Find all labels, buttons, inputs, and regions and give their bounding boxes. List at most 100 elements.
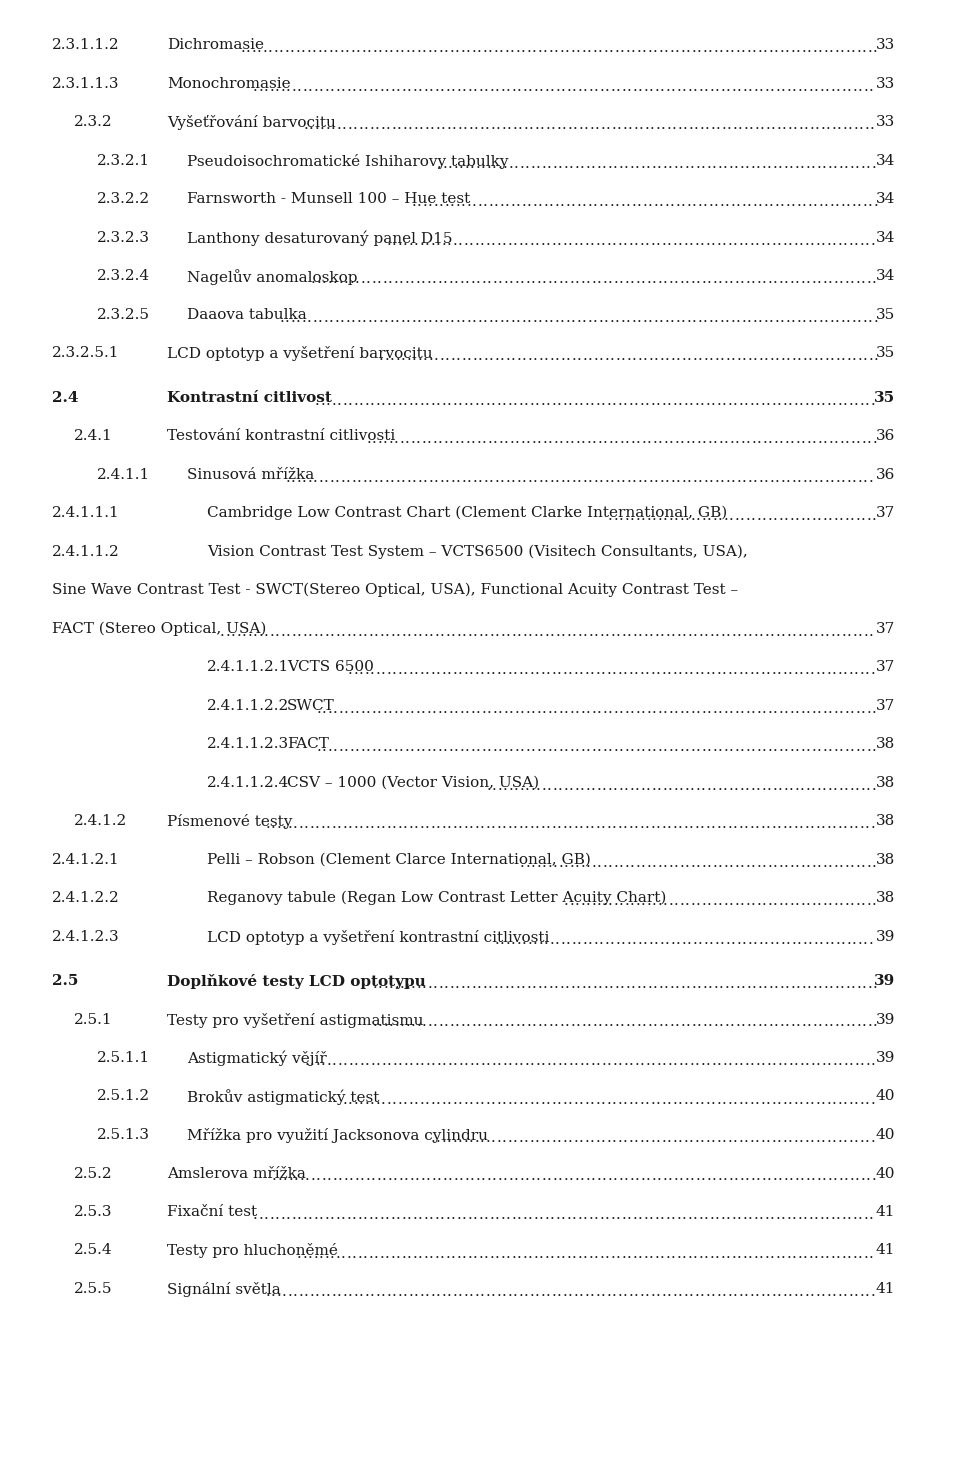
Text: .: . (708, 432, 712, 447)
Text: .: . (480, 1131, 485, 1145)
Text: .: . (800, 1054, 804, 1069)
Text: 36: 36 (876, 429, 895, 444)
Text: .: . (521, 195, 526, 209)
Text: .: . (686, 1016, 691, 1029)
Text: .: . (662, 1169, 667, 1184)
Text: .: . (688, 233, 693, 248)
Text: .: . (352, 1209, 357, 1222)
Text: .: . (459, 1054, 463, 1069)
Text: .: . (720, 933, 725, 946)
Text: .: . (871, 1054, 876, 1069)
Text: .: . (595, 1285, 600, 1299)
Text: .: . (348, 1054, 353, 1069)
Text: .: . (444, 432, 448, 447)
Text: .: . (818, 977, 823, 991)
Text: .: . (618, 702, 623, 715)
Text: .: . (521, 1016, 526, 1029)
Text: .: . (823, 509, 828, 523)
Text: .: . (632, 195, 636, 209)
Text: .: . (615, 195, 620, 209)
Text: .: . (691, 432, 696, 447)
Text: .: . (650, 1092, 655, 1107)
Text: .: . (789, 895, 794, 908)
Text: .: . (657, 1169, 661, 1184)
Text: .: . (452, 1285, 457, 1299)
Text: 40: 40 (876, 1089, 895, 1104)
Text: .: . (734, 273, 739, 286)
Text: .: . (694, 1131, 699, 1145)
Text: .: . (582, 195, 587, 209)
Text: .: . (468, 663, 473, 677)
Text: 2.4.1.2: 2.4.1.2 (74, 814, 128, 828)
Text: .: . (570, 977, 575, 991)
Text: .: . (366, 273, 371, 286)
Text: .: . (406, 1016, 410, 1029)
Text: .: . (378, 311, 383, 324)
Text: .: . (855, 432, 860, 447)
Text: .: . (430, 1092, 435, 1107)
Text: .: . (344, 702, 348, 715)
Text: .: . (849, 1054, 853, 1069)
Text: .: . (408, 1092, 413, 1107)
Text: .: . (778, 1169, 782, 1184)
Text: .: . (684, 895, 689, 908)
Text: .: . (515, 273, 519, 286)
Text: .: . (665, 80, 670, 93)
Text: .: . (258, 625, 263, 638)
Text: .: . (602, 156, 607, 171)
Text: .: . (679, 156, 684, 171)
Text: .: . (588, 625, 593, 638)
Text: .: . (601, 233, 606, 248)
Text: .: . (440, 625, 444, 638)
Text: .: . (493, 1016, 498, 1029)
Text: .: . (395, 977, 399, 991)
Text: .: . (531, 432, 536, 447)
Text: .: . (574, 1169, 579, 1184)
Text: .: . (415, 273, 420, 286)
Text: .: . (540, 1092, 545, 1107)
Text: .: . (467, 349, 471, 363)
Text: .: . (758, 470, 763, 485)
Text: .: . (640, 855, 645, 870)
Text: .: . (690, 702, 695, 715)
Text: .: . (376, 1169, 381, 1184)
Text: .: . (742, 80, 747, 93)
Text: .: . (636, 855, 640, 870)
Text: .: . (608, 156, 612, 171)
Text: .: . (330, 1247, 335, 1260)
Text: .: . (764, 1209, 769, 1222)
Text: .: . (753, 933, 757, 946)
Text: .: . (374, 118, 379, 133)
Text: .: . (539, 1247, 543, 1260)
Text: .: . (862, 195, 867, 209)
Text: .: . (308, 80, 313, 93)
Text: .: . (868, 1016, 873, 1029)
Text: .: . (590, 817, 595, 831)
Text: .: . (512, 625, 516, 638)
Text: .: . (394, 740, 398, 755)
Text: .: . (440, 470, 444, 485)
Text: .: . (545, 118, 550, 133)
Text: .: . (389, 1016, 394, 1029)
Text: .: . (258, 80, 263, 93)
Text: .: . (478, 625, 483, 638)
Text: .: . (758, 349, 763, 363)
Text: .: . (706, 1285, 710, 1299)
Text: .: . (575, 740, 580, 755)
Text: .: . (689, 156, 694, 171)
Text: .: . (575, 432, 580, 447)
Text: .: . (494, 625, 499, 638)
Text: .: . (610, 933, 614, 946)
Text: .: . (726, 933, 731, 946)
Text: .: . (494, 470, 499, 485)
Text: .: . (729, 702, 733, 715)
Text: .: . (367, 432, 372, 447)
Text: .: . (455, 1016, 460, 1029)
Text: .: . (674, 855, 679, 870)
Text: .: . (262, 41, 267, 55)
Text: .: . (713, 41, 718, 55)
Text: .: . (442, 817, 446, 831)
Text: .: . (514, 156, 518, 171)
Text: .: . (564, 778, 568, 793)
Text: .: . (487, 702, 492, 715)
